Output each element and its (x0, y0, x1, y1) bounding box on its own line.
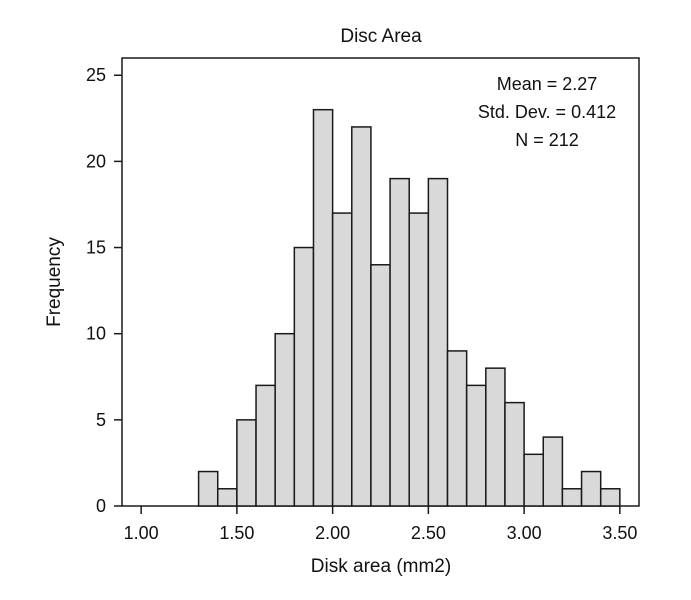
histogram-bar (561, 488, 583, 507)
x-tick-label: 3.00 (507, 523, 542, 543)
y-tick-label: 10 (86, 324, 106, 344)
histogram-bar (523, 453, 545, 507)
histogram-bar (197, 470, 219, 507)
bars-group (197, 108, 621, 507)
x-tick-label: 1.00 (124, 523, 159, 543)
histogram-bar (274, 332, 296, 507)
y-tick-label: 20 (86, 151, 106, 171)
histogram-bar (255, 384, 276, 507)
stats-box: Mean = 2.27 Std. Dev. = 0.412 N = 212 (478, 74, 616, 150)
histogram-bar (293, 246, 315, 507)
stats-std-dev: Std. Dev. = 0.412 (478, 102, 616, 122)
histogram-bar (427, 177, 449, 507)
y-tick-label: 5 (96, 410, 106, 430)
stats-mean: Mean = 2.27 (497, 74, 598, 94)
y-tick-label: 25 (86, 65, 106, 85)
x-axis-label: Disk area (mm2) (311, 556, 451, 577)
histogram-bar (542, 436, 564, 507)
stats-n: N = 212 (515, 130, 579, 150)
histogram-bar (485, 367, 506, 507)
histogram-bar (312, 108, 334, 507)
y-tick-label: 15 (86, 238, 106, 258)
histogram-bar (236, 419, 257, 507)
x-tick-label: 2.00 (315, 523, 350, 543)
histogram-bar (446, 350, 468, 507)
y-axis-ticks: 0 5 10 15 20 25 (86, 65, 122, 516)
histogram-bar (408, 212, 430, 507)
x-tick-label: 3.50 (602, 523, 637, 543)
histogram-bar (504, 401, 525, 507)
histogram-bar (599, 488, 621, 507)
histogram-bar (351, 126, 372, 507)
histogram-bar (370, 264, 391, 507)
x-axis-ticks: 1.00 1.50 2.00 2.50 3.00 3.50 (124, 506, 637, 543)
histogram-bar (465, 384, 487, 507)
histogram-bar (216, 488, 238, 507)
y-tick-label: 0 (96, 496, 106, 516)
histogram-bar (331, 212, 353, 507)
chart-title: Disc Area (340, 26, 422, 47)
histogram-bar (389, 177, 410, 507)
histogram-bar (580, 470, 602, 507)
x-tick-label: 1.50 (219, 523, 254, 543)
y-axis-label: Frequency (44, 237, 65, 327)
x-tick-label: 2.50 (411, 523, 446, 543)
